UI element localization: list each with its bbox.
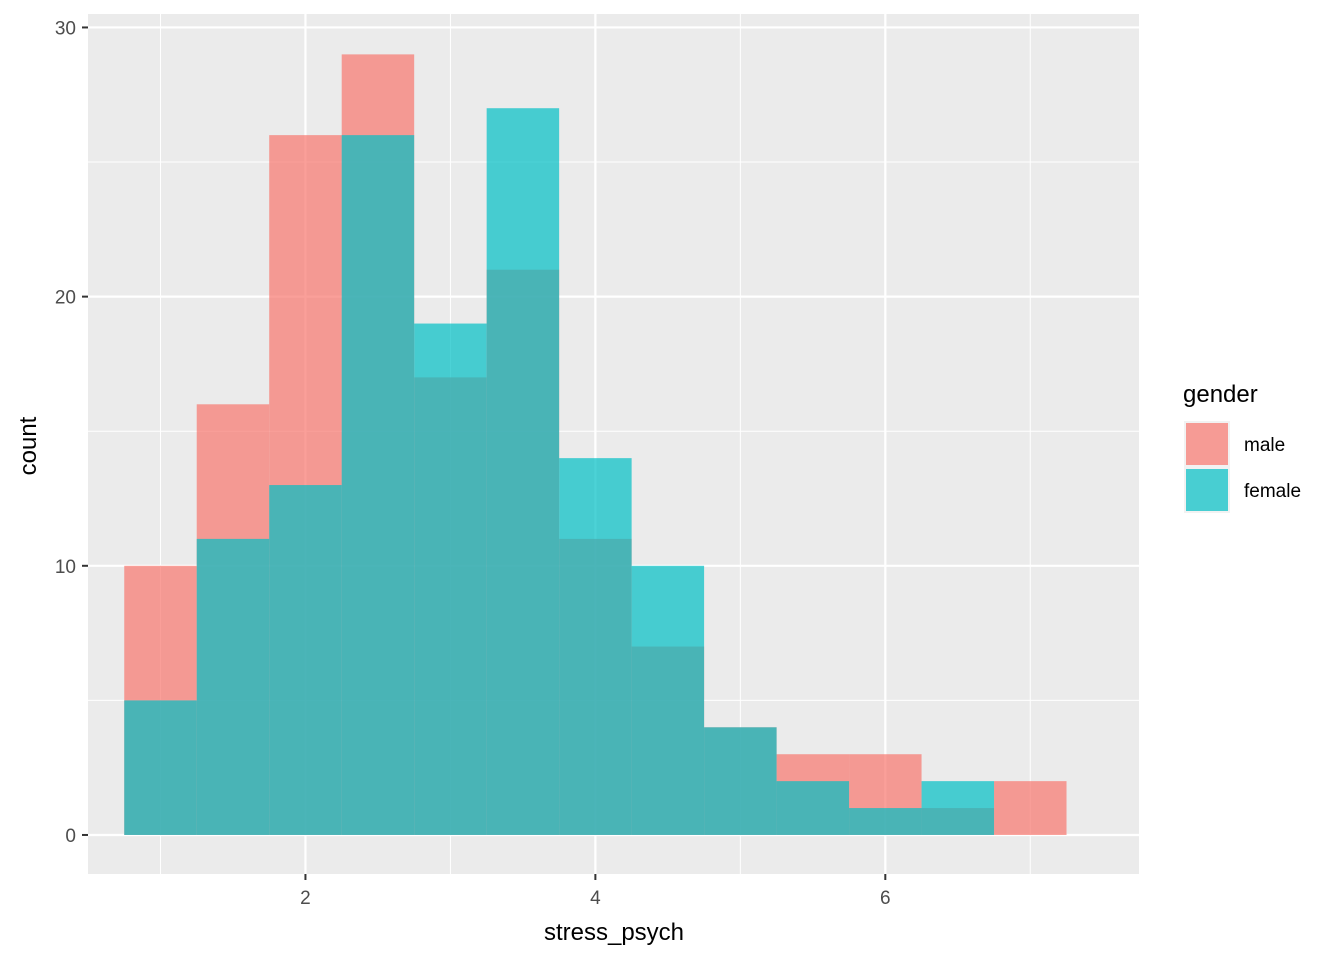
bar-female xyxy=(631,565,705,835)
bar-female xyxy=(269,485,342,835)
y-axis-title: count xyxy=(15,416,42,475)
x-axis-title: stress_psych xyxy=(544,919,684,946)
legend-swatch-female xyxy=(1186,469,1228,511)
y-tick-label: 0 xyxy=(65,826,76,847)
bar-female xyxy=(196,538,270,835)
x-tick-label: 4 xyxy=(590,888,601,909)
histogram-bars xyxy=(124,54,1067,835)
bar-female xyxy=(849,808,922,835)
y-tick-label: 30 xyxy=(55,18,76,39)
bar-female xyxy=(704,727,777,835)
bar-female xyxy=(414,323,487,835)
legend-label-female: female xyxy=(1244,481,1301,502)
bar-female xyxy=(559,458,632,835)
series-female xyxy=(124,108,995,835)
bar-male xyxy=(994,781,1067,835)
x-axis: 2 4 6 xyxy=(300,874,891,909)
legend-label-male: male xyxy=(1244,435,1285,456)
y-tick-label: 10 xyxy=(55,557,76,578)
x-tick-label: 6 xyxy=(880,888,891,909)
x-tick-label: 2 xyxy=(300,888,311,909)
bar-female xyxy=(921,781,995,835)
bar-female xyxy=(776,781,850,835)
bar-female xyxy=(486,108,560,835)
bar-female xyxy=(341,135,415,835)
legend-title: gender xyxy=(1183,381,1258,408)
legend-swatch-male xyxy=(1186,423,1228,465)
y-axis: 0 10 20 30 xyxy=(55,18,88,847)
legend: gender male female xyxy=(1183,381,1301,513)
bar-female xyxy=(124,700,197,835)
y-tick-label: 20 xyxy=(55,288,76,309)
